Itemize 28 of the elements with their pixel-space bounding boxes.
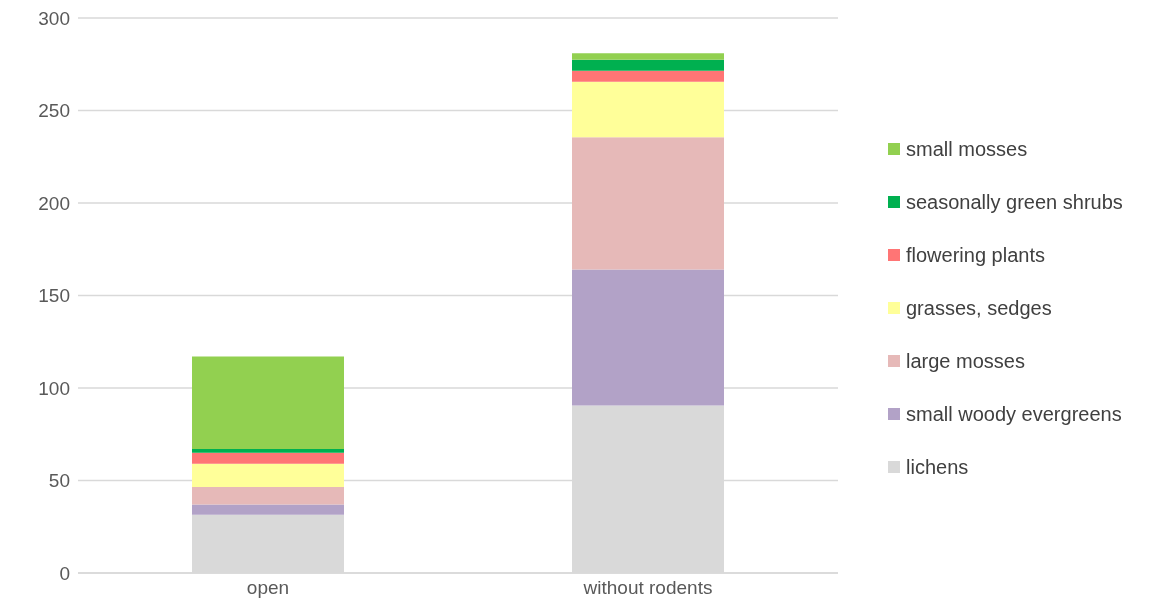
bar [572, 137, 724, 270]
bar [192, 504, 344, 515]
y-tick-label: 0 [59, 562, 70, 584]
y-tick-label: 50 [48, 470, 70, 492]
legend-label: seasonally green shrubs [906, 190, 1123, 214]
legend-label: large mosses [906, 349, 1025, 373]
bar [192, 356, 344, 450]
bar [572, 59, 724, 71]
legend-label: flowering plants [906, 243, 1045, 267]
bar [192, 486, 344, 505]
bar [572, 269, 724, 406]
bar [572, 81, 724, 138]
bar [192, 452, 344, 464]
bar [572, 53, 724, 60]
y-tick-label: 200 [38, 192, 70, 214]
x-tick-label: open [246, 577, 290, 599]
legend-label: small mosses [906, 137, 1028, 161]
bar [192, 449, 344, 453]
y-tick-label: 250 [38, 100, 70, 122]
y-tick-label: 300 [38, 7, 70, 29]
y-tick-label: 100 [38, 377, 70, 399]
x-tick-label: without rodents [582, 577, 713, 599]
y-tick-label: 150 [38, 285, 70, 307]
legend-label: grasses, sedges [906, 296, 1052, 320]
legend-label: lichens [906, 455, 969, 479]
bar [572, 70, 724, 82]
legend-label: small woody evergreens [906, 402, 1122, 426]
bar [192, 463, 344, 487]
